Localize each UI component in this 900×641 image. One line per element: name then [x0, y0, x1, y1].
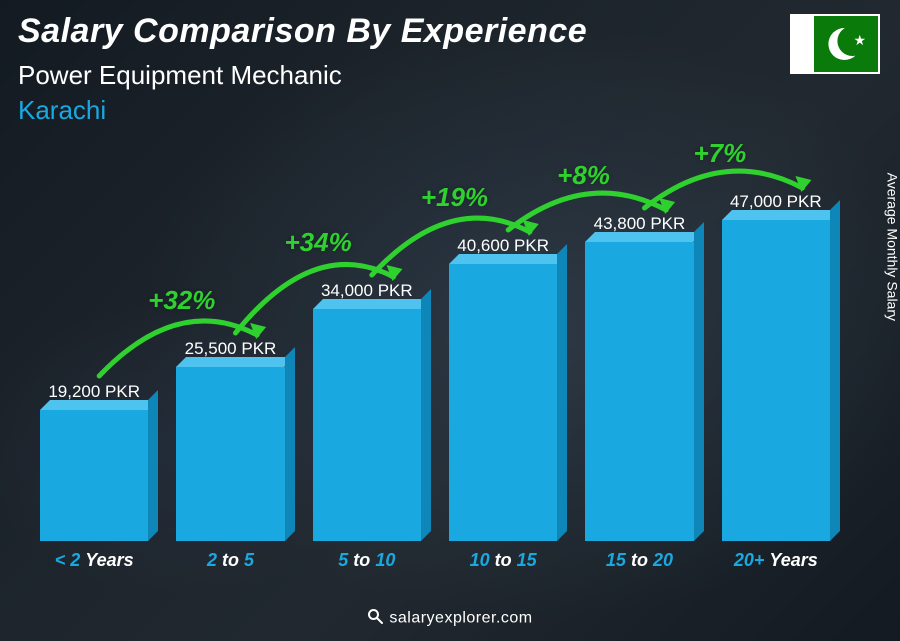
page-subtitle: Power Equipment Mechanic — [18, 60, 342, 91]
bar-value-label: 40,600 PKR — [457, 236, 549, 256]
y-axis-label: Average Monthly Salary — [884, 172, 900, 320]
bar-category-label: 20+ Years — [734, 550, 818, 571]
bar-value-label: 47,000 PKR — [730, 192, 822, 212]
bar — [40, 410, 148, 541]
bar — [176, 367, 284, 541]
bar — [449, 264, 557, 541]
growth-label: +19% — [421, 182, 488, 213]
bar-category-label: 2 to 5 — [207, 550, 254, 571]
page-title: Salary Comparison By Experience — [18, 12, 587, 51]
bar-column: 25,500 PKR2 to 5 — [176, 339, 284, 541]
bar-column: 34,000 PKR5 to 10 — [313, 281, 421, 541]
bar-value-label: 34,000 PKR — [321, 281, 413, 301]
growth-label: +8% — [557, 160, 610, 191]
bar-category-label: < 2 Years — [55, 550, 134, 571]
bar-chart: 19,200 PKR< 2 Years25,500 PKR2 to 534,00… — [30, 130, 840, 571]
bar-column: 47,000 PKR20+ Years — [722, 192, 830, 541]
bar-column: 19,200 PKR< 2 Years — [40, 382, 148, 541]
bar-category-label: 10 to 15 — [470, 550, 537, 571]
bar-value-label: 25,500 PKR — [185, 339, 277, 359]
growth-label: +34% — [284, 227, 351, 258]
growth-label: +32% — [148, 285, 215, 316]
bar-value-label: 19,200 PKR — [48, 382, 140, 402]
location-label: Karachi — [18, 95, 106, 126]
bar-category-label: 5 to 10 — [338, 550, 395, 571]
bar — [313, 309, 421, 541]
search-icon — [367, 608, 383, 629]
bar-category-label: 15 to 20 — [606, 550, 673, 571]
infographic-stage: Salary Comparison By Experience Power Eq… — [0, 0, 900, 641]
growth-label: +7% — [693, 138, 746, 169]
flag-pakistan: ★ — [790, 14, 880, 74]
bar — [585, 242, 693, 541]
bar-column: 40,600 PKR10 to 15 — [449, 236, 557, 541]
footer-text: salaryexplorer.com — [389, 610, 532, 627]
bar-value-label: 43,800 PKR — [594, 214, 686, 234]
footer-credit: salaryexplorer.com — [0, 608, 900, 629]
bar — [722, 220, 830, 541]
bar-column: 43,800 PKR15 to 20 — [585, 214, 693, 541]
